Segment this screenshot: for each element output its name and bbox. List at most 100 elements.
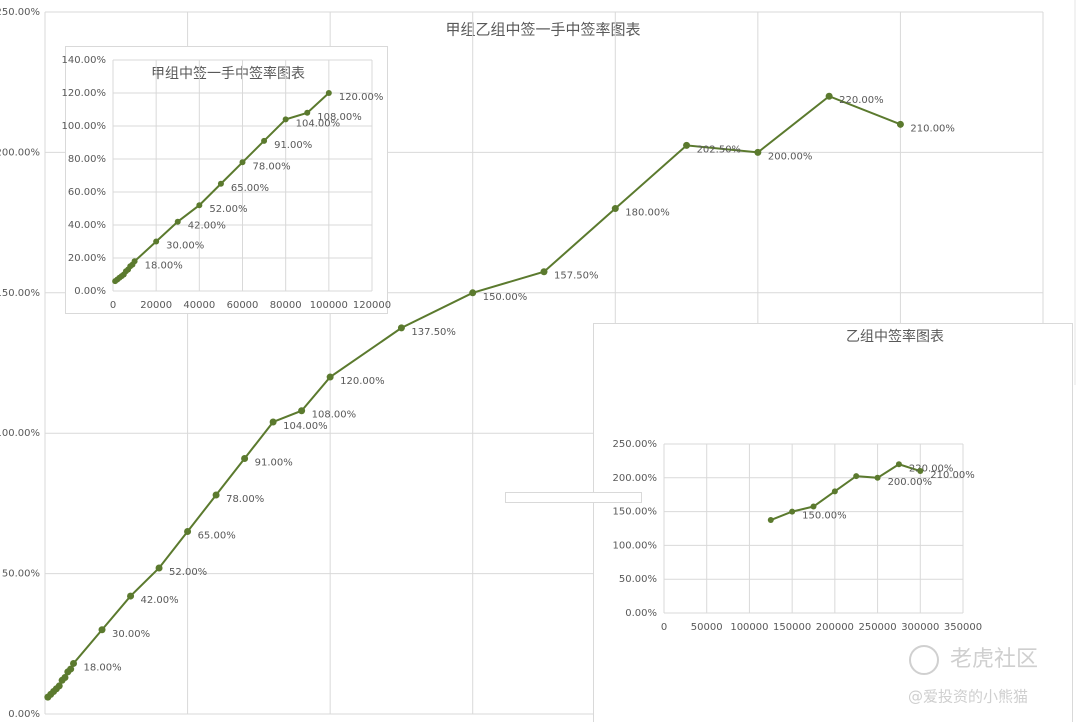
marker <box>282 116 289 123</box>
y-tick-label: 100.00% <box>0 428 40 439</box>
watermark-icon <box>909 645 939 675</box>
data-label: 65.00% <box>231 183 269 194</box>
marker <box>153 238 160 245</box>
marker <box>131 258 138 265</box>
marker <box>767 517 774 524</box>
x-tick-label: 80000 <box>270 300 302 311</box>
data-label: 104.00% <box>296 118 341 129</box>
data-label: 65.00% <box>198 530 236 541</box>
empty-box <box>505 492 642 503</box>
y-tick-label: 100.00% <box>62 121 107 132</box>
y-tick-label: 250.00% <box>613 439 658 450</box>
marker <box>754 148 762 156</box>
marker <box>196 202 203 209</box>
y-tick-label: 250.00% <box>0 7 40 18</box>
x-tick-label: 60000 <box>227 300 259 311</box>
y-tick-label: 100.00% <box>613 540 658 551</box>
x-tick-label: 100000 <box>310 300 348 311</box>
data-label: 30.00% <box>112 629 150 640</box>
x-tick-label: 20000 <box>140 300 172 311</box>
marker <box>70 659 78 667</box>
marker <box>540 268 548 276</box>
y-tick-label: 0.00% <box>74 286 106 297</box>
marker <box>239 159 246 166</box>
data-label: 18.00% <box>84 662 122 673</box>
x-tick-label: 120000 <box>353 300 391 311</box>
marker <box>874 474 881 481</box>
data-label: 42.00% <box>141 595 179 606</box>
data-label: 120.00% <box>340 376 385 387</box>
inset-chart-a: 甲组中签一手中签率图表 0.00% 20.00% 40.00% 60.00% 80.00%… <box>62 55 392 311</box>
watermark-author: @爱投资的小熊猫 <box>908 688 1028 706</box>
x-tick-label: 50000 <box>691 622 723 633</box>
marker <box>853 473 860 480</box>
data-label: 120.00% <box>339 92 384 103</box>
marker <box>896 120 904 128</box>
marker <box>831 488 838 495</box>
data-label: 220.00% <box>839 95 884 106</box>
y-tick-label: 50.00% <box>619 574 657 585</box>
data-label: 52.00% <box>209 204 247 215</box>
marker <box>789 508 796 515</box>
marker <box>895 461 902 468</box>
data-label: 78.00% <box>253 161 291 172</box>
data-label: 210.00% <box>930 470 975 481</box>
data-label: 108.00% <box>312 410 357 421</box>
x-tick-label: 250000 <box>858 622 896 633</box>
marker <box>61 673 69 681</box>
data-label: 91.00% <box>274 140 312 151</box>
y-tick-label: 140.00% <box>62 55 107 66</box>
x-tick-label: 40000 <box>183 300 215 311</box>
watermark: 老虎社区 @爱投资的小熊猫 <box>908 645 1038 706</box>
data-label: 157.50% <box>554 271 599 282</box>
data-label: 78.00% <box>226 494 264 505</box>
data-label: 52.00% <box>169 567 207 578</box>
x-tick-label: 350000 <box>944 622 982 633</box>
y-tick-label: 0.00% <box>625 608 657 619</box>
data-label: 202.50% <box>697 144 742 155</box>
y-tick-label: 200.00% <box>0 147 40 158</box>
inset-frame <box>65 46 388 314</box>
marker <box>155 564 163 572</box>
y-tick-label: 150.00% <box>0 288 40 299</box>
marker <box>469 289 477 297</box>
marker <box>397 324 405 332</box>
data-label: 180.00% <box>625 208 670 219</box>
data-label: 210.00% <box>910 123 955 134</box>
data-label: 220.00% <box>909 463 954 474</box>
marker <box>67 665 75 673</box>
marker <box>241 454 249 462</box>
marker <box>127 592 135 600</box>
x-tick-label: 200000 <box>816 622 854 633</box>
marker <box>212 491 220 499</box>
marker <box>326 373 334 381</box>
marker <box>55 682 63 690</box>
marker <box>683 141 691 149</box>
y-tick-label: 200.00% <box>613 473 658 484</box>
data-label: 91.00% <box>255 457 293 468</box>
marker <box>184 527 192 535</box>
data-label: 30.00% <box>166 241 204 252</box>
x-tick-label: 100000 <box>730 622 768 633</box>
marker <box>298 407 306 415</box>
marker <box>261 137 268 144</box>
y-tick-label: 150.00% <box>613 507 658 518</box>
chart-title: 乙组中签率图表 <box>846 328 944 345</box>
x-tick-label: 0 <box>110 300 116 311</box>
x-tick-label: 300000 <box>901 622 939 633</box>
x-tick-label: 0 <box>661 622 667 633</box>
marker <box>917 468 924 475</box>
data-label: 200.00% <box>768 151 813 162</box>
y-tick-label: 20.00% <box>68 253 106 264</box>
marker <box>325 90 332 96</box>
marker <box>174 218 181 225</box>
data-label: 104.00% <box>283 421 328 432</box>
y-tick-label: 120.00% <box>62 88 107 99</box>
marker <box>304 109 311 116</box>
data-label: 108.00% <box>317 112 362 123</box>
y-tick-label: 60.00% <box>68 187 106 198</box>
chart-title: 甲组中签一手中签率图表 <box>151 65 305 82</box>
data-label: 18.00% <box>145 260 183 271</box>
y-tick-label: 50.00% <box>2 569 40 580</box>
